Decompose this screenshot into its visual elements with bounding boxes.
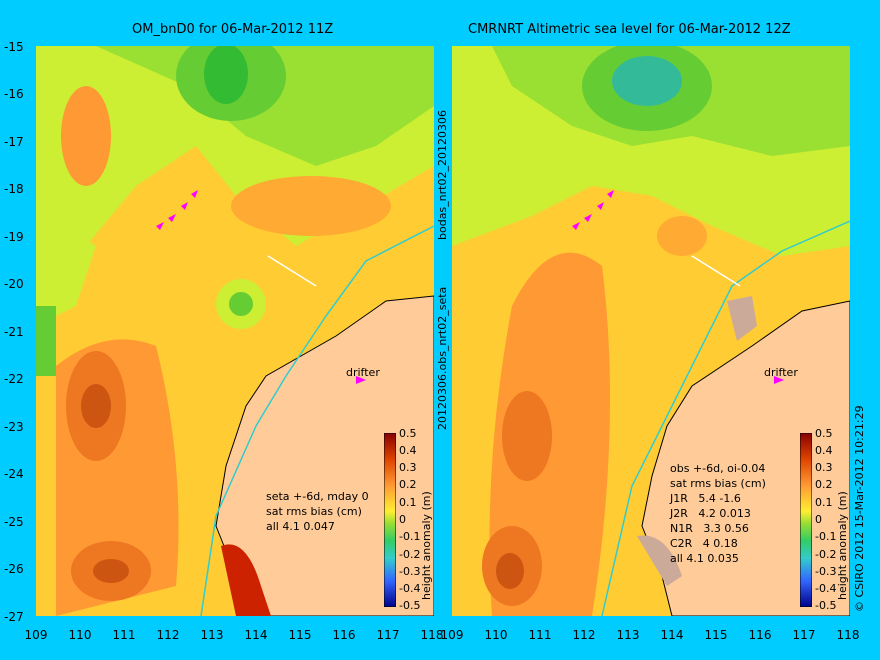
lat-tick: -20 xyxy=(4,277,24,291)
colorbar-tick: 0 xyxy=(399,513,406,526)
lon-tick: 114 xyxy=(660,628,684,642)
left-map-title: OM_bnD0 for 06-Mar-2012 11Z xyxy=(132,22,334,37)
lat-tick: -26 xyxy=(4,562,24,576)
lon-tick: 112 xyxy=(572,628,596,642)
right-colorbar-label: height anomaly (m) xyxy=(836,491,849,600)
lat-tick: -22 xyxy=(4,372,24,386)
lon-tick: 112 xyxy=(156,628,180,642)
lat-tick: -17 xyxy=(4,135,24,149)
colorbar-tick: 0.4 xyxy=(815,444,833,457)
lat-tick: -18 xyxy=(4,182,24,196)
lon-tick: 117 xyxy=(792,628,816,642)
right-drifter-label: drifter xyxy=(764,366,798,379)
colorbar-tick: -0.2 xyxy=(399,548,421,561)
lon-tick: 114 xyxy=(244,628,268,642)
lat-tick: -21 xyxy=(4,325,24,339)
copyright-label: © CSIRO 2012 15-Mar-2012 10:21:29 xyxy=(853,405,866,612)
lat-tick: -16 xyxy=(4,87,24,101)
lon-tick: 111 xyxy=(112,628,136,642)
lat-tick: -15 xyxy=(4,40,24,54)
colorbar-tick: -0.2 xyxy=(815,548,837,561)
left-colorbar xyxy=(384,433,396,607)
lat-tick: -23 xyxy=(4,420,24,434)
right-map-title: CMRNRT Altimetric sea level for 06-Mar-2… xyxy=(468,22,791,37)
middle-top-label: bodas_nrt02_20120306 xyxy=(436,110,449,240)
colorbar-tick: 0.1 xyxy=(399,496,417,509)
colorbar-tick: 0.4 xyxy=(399,444,417,457)
colorbar-tick: 0.2 xyxy=(399,478,417,491)
right-colorbar xyxy=(800,433,812,607)
left-drifter-label: drifter xyxy=(346,366,380,379)
left-colorbar-label: height anomaly (m) xyxy=(420,491,433,600)
colorbar-tick: 0 xyxy=(815,513,822,526)
colorbar-tick: -0.1 xyxy=(815,530,837,543)
right-map[interactable] xyxy=(452,46,850,616)
colorbar-tick: 0.3 xyxy=(815,461,833,474)
right-stats-text: obs +-6d, oi-0.04 sat rms bias (cm) J1R 5.… xyxy=(670,462,766,565)
lon-tick: 113 xyxy=(616,628,640,642)
lat-tick: -27 xyxy=(4,610,24,624)
colorbar-tick: -0.4 xyxy=(399,582,421,595)
colorbar-tick: 0.5 xyxy=(399,427,417,440)
lon-tick: 115 xyxy=(288,628,312,642)
colorbar-tick: 0.3 xyxy=(399,461,417,474)
lon-tick: 118 xyxy=(420,628,444,642)
lon-tick: 115 xyxy=(704,628,728,642)
lon-tick: 109 xyxy=(440,628,464,642)
colorbar-tick: -0.1 xyxy=(399,530,421,543)
colorbar-tick: -0.3 xyxy=(399,565,421,578)
lon-tick: 111 xyxy=(528,628,552,642)
colorbar-tick: 0.5 xyxy=(815,427,833,440)
colorbar-tick: 0.1 xyxy=(815,496,833,509)
left-stats-text: seta +-6d, mday 0 sat rms bias (cm) all 4.… xyxy=(266,490,369,533)
colorbar-tick: -0.3 xyxy=(815,565,837,578)
colorbar-tick: -0.4 xyxy=(815,582,837,595)
lat-tick: -19 xyxy=(4,230,24,244)
colorbar-tick: -0.5 xyxy=(815,599,837,612)
left-map[interactable] xyxy=(36,46,434,616)
colorbar-tick: -0.5 xyxy=(399,599,421,612)
lon-tick: 109 xyxy=(24,628,48,642)
lon-tick: 110 xyxy=(68,628,92,642)
lat-tick: -25 xyxy=(4,515,24,529)
lon-tick: 110 xyxy=(484,628,508,642)
lon-tick: 116 xyxy=(332,628,356,642)
lon-tick: 116 xyxy=(748,628,772,642)
lon-tick: 113 xyxy=(200,628,224,642)
middle-run-label: 20120306.obs_nrt02_seta xyxy=(436,286,449,430)
colorbar-tick: 0.2 xyxy=(815,478,833,491)
lon-tick: 117 xyxy=(376,628,400,642)
lat-tick: -24 xyxy=(4,467,24,481)
lon-tick: 118 xyxy=(836,628,860,642)
